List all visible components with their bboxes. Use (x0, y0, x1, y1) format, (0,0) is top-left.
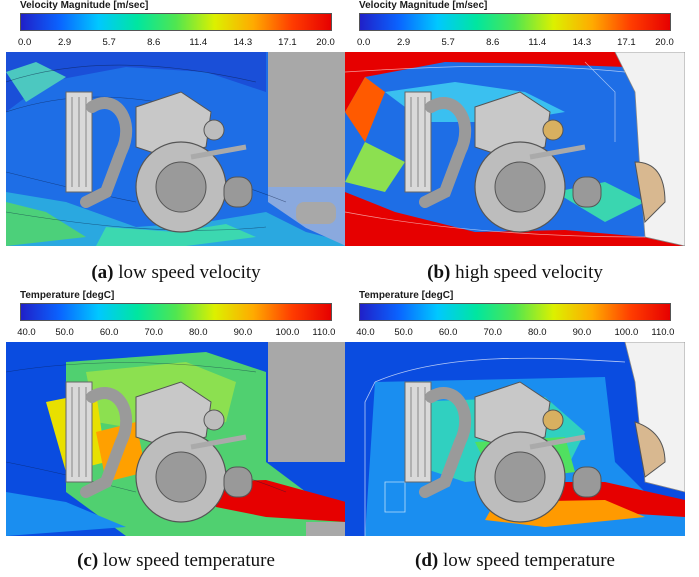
tick-label: 70.0 (144, 327, 163, 338)
tick-label: 100.0 (614, 327, 639, 338)
legend-title: Velocity Magnitude [m/sec] (20, 0, 149, 11)
tick-label: 11.4 (189, 37, 208, 48)
colorbar (359, 303, 671, 321)
colorbar-ticks: 0.0 2.9 5.7 8.6 11.4 14.3 17.1 20.0 (357, 37, 674, 49)
figure-panel-b: Velocity Magnitude [m/sec] 0.0 2.9 5.7 8… (345, 0, 685, 290)
tick-label: 8.6 (486, 37, 500, 48)
caption-letter: (d) (415, 550, 439, 571)
cfd-image-low-speed-temperature (6, 342, 346, 536)
tick-label: 14.3 (233, 37, 253, 48)
legend-title: Temperature [degC] (359, 290, 454, 301)
caption-text: low speed temperature (98, 550, 275, 571)
colorbar-ticks: 40.0 50.0 60.0 70.0 80.0 90.0 100.0 110.… (17, 327, 336, 339)
tick-label: 50.0 (394, 327, 413, 338)
tick-label: 0.0 (357, 37, 371, 48)
tick-label: 40.0 (356, 327, 375, 338)
tick-label: 80.0 (189, 327, 208, 338)
colorbar (20, 13, 332, 31)
tick-label: 20.0 (655, 37, 674, 48)
figure-panel-a: Velocity Magnitude [m/sec] 0.0 2.9 5.7 8… (6, 0, 346, 290)
tick-label: 70.0 (483, 327, 502, 338)
tick-label: 14.3 (572, 37, 592, 48)
colorbar (20, 303, 332, 321)
tick-label: 2.9 (57, 37, 72, 48)
tick-label: 110.0 (312, 327, 336, 338)
figure-caption: (d) low speed temperature (345, 550, 685, 572)
colorbar (359, 13, 671, 31)
tick-label: 8.6 (147, 37, 161, 48)
caption-letter: (a) (91, 262, 114, 283)
cfd-image-low-speed-temperature-2 (345, 342, 685, 536)
tick-label: 50.0 (55, 327, 74, 338)
tick-label: 17.1 (617, 37, 636, 48)
tick-label: 90.0 (233, 327, 253, 338)
tick-label: 0.0 (18, 37, 32, 48)
tick-label: 60.0 (99, 327, 119, 338)
tick-label: 11.4 (528, 37, 547, 48)
cfd-image-high-speed-velocity (345, 52, 685, 246)
caption-letter: (b) (427, 262, 451, 283)
figure-panel-c: Temperature [degC] 40.0 50.0 60.0 70.0 8… (6, 290, 346, 577)
figure-panel-d: Temperature [degC] 40.0 50.0 60.0 70.0 8… (345, 290, 685, 577)
cfd-image-low-speed-velocity (6, 52, 346, 246)
tick-label: 110.0 (651, 327, 675, 338)
tick-label: 100.0 (275, 327, 300, 338)
colorbar-ticks: 0.0 2.9 5.7 8.6 11.4 14.3 17.1 20.0 (18, 37, 335, 49)
tick-label: 20.0 (316, 37, 335, 48)
tick-label: 60.0 (438, 327, 458, 338)
tick-label: 40.0 (17, 327, 36, 338)
caption-text: low speed velocity (113, 262, 261, 283)
tick-label: 80.0 (528, 327, 547, 338)
tick-label: 17.1 (278, 37, 297, 48)
colorbar-ticks: 40.0 50.0 60.0 70.0 80.0 90.0 100.0 110.… (356, 327, 675, 339)
caption-text: high speed velocity (450, 262, 603, 283)
tick-label: 5.7 (102, 37, 116, 48)
caption-text: low speed temperature (438, 550, 615, 571)
legend-title: Temperature [degC] (20, 290, 115, 301)
tick-label: 2.9 (396, 37, 411, 48)
legend-title: Velocity Magnitude [m/sec] (359, 0, 488, 11)
figure-caption: (a) low speed velocity (6, 262, 346, 284)
caption-letter: (c) (77, 550, 99, 571)
figure-caption: (c) low speed temperature (6, 550, 346, 572)
figure-caption: (b) high speed velocity (345, 262, 685, 284)
tick-label: 90.0 (572, 327, 592, 338)
tick-label: 5.7 (441, 37, 455, 48)
